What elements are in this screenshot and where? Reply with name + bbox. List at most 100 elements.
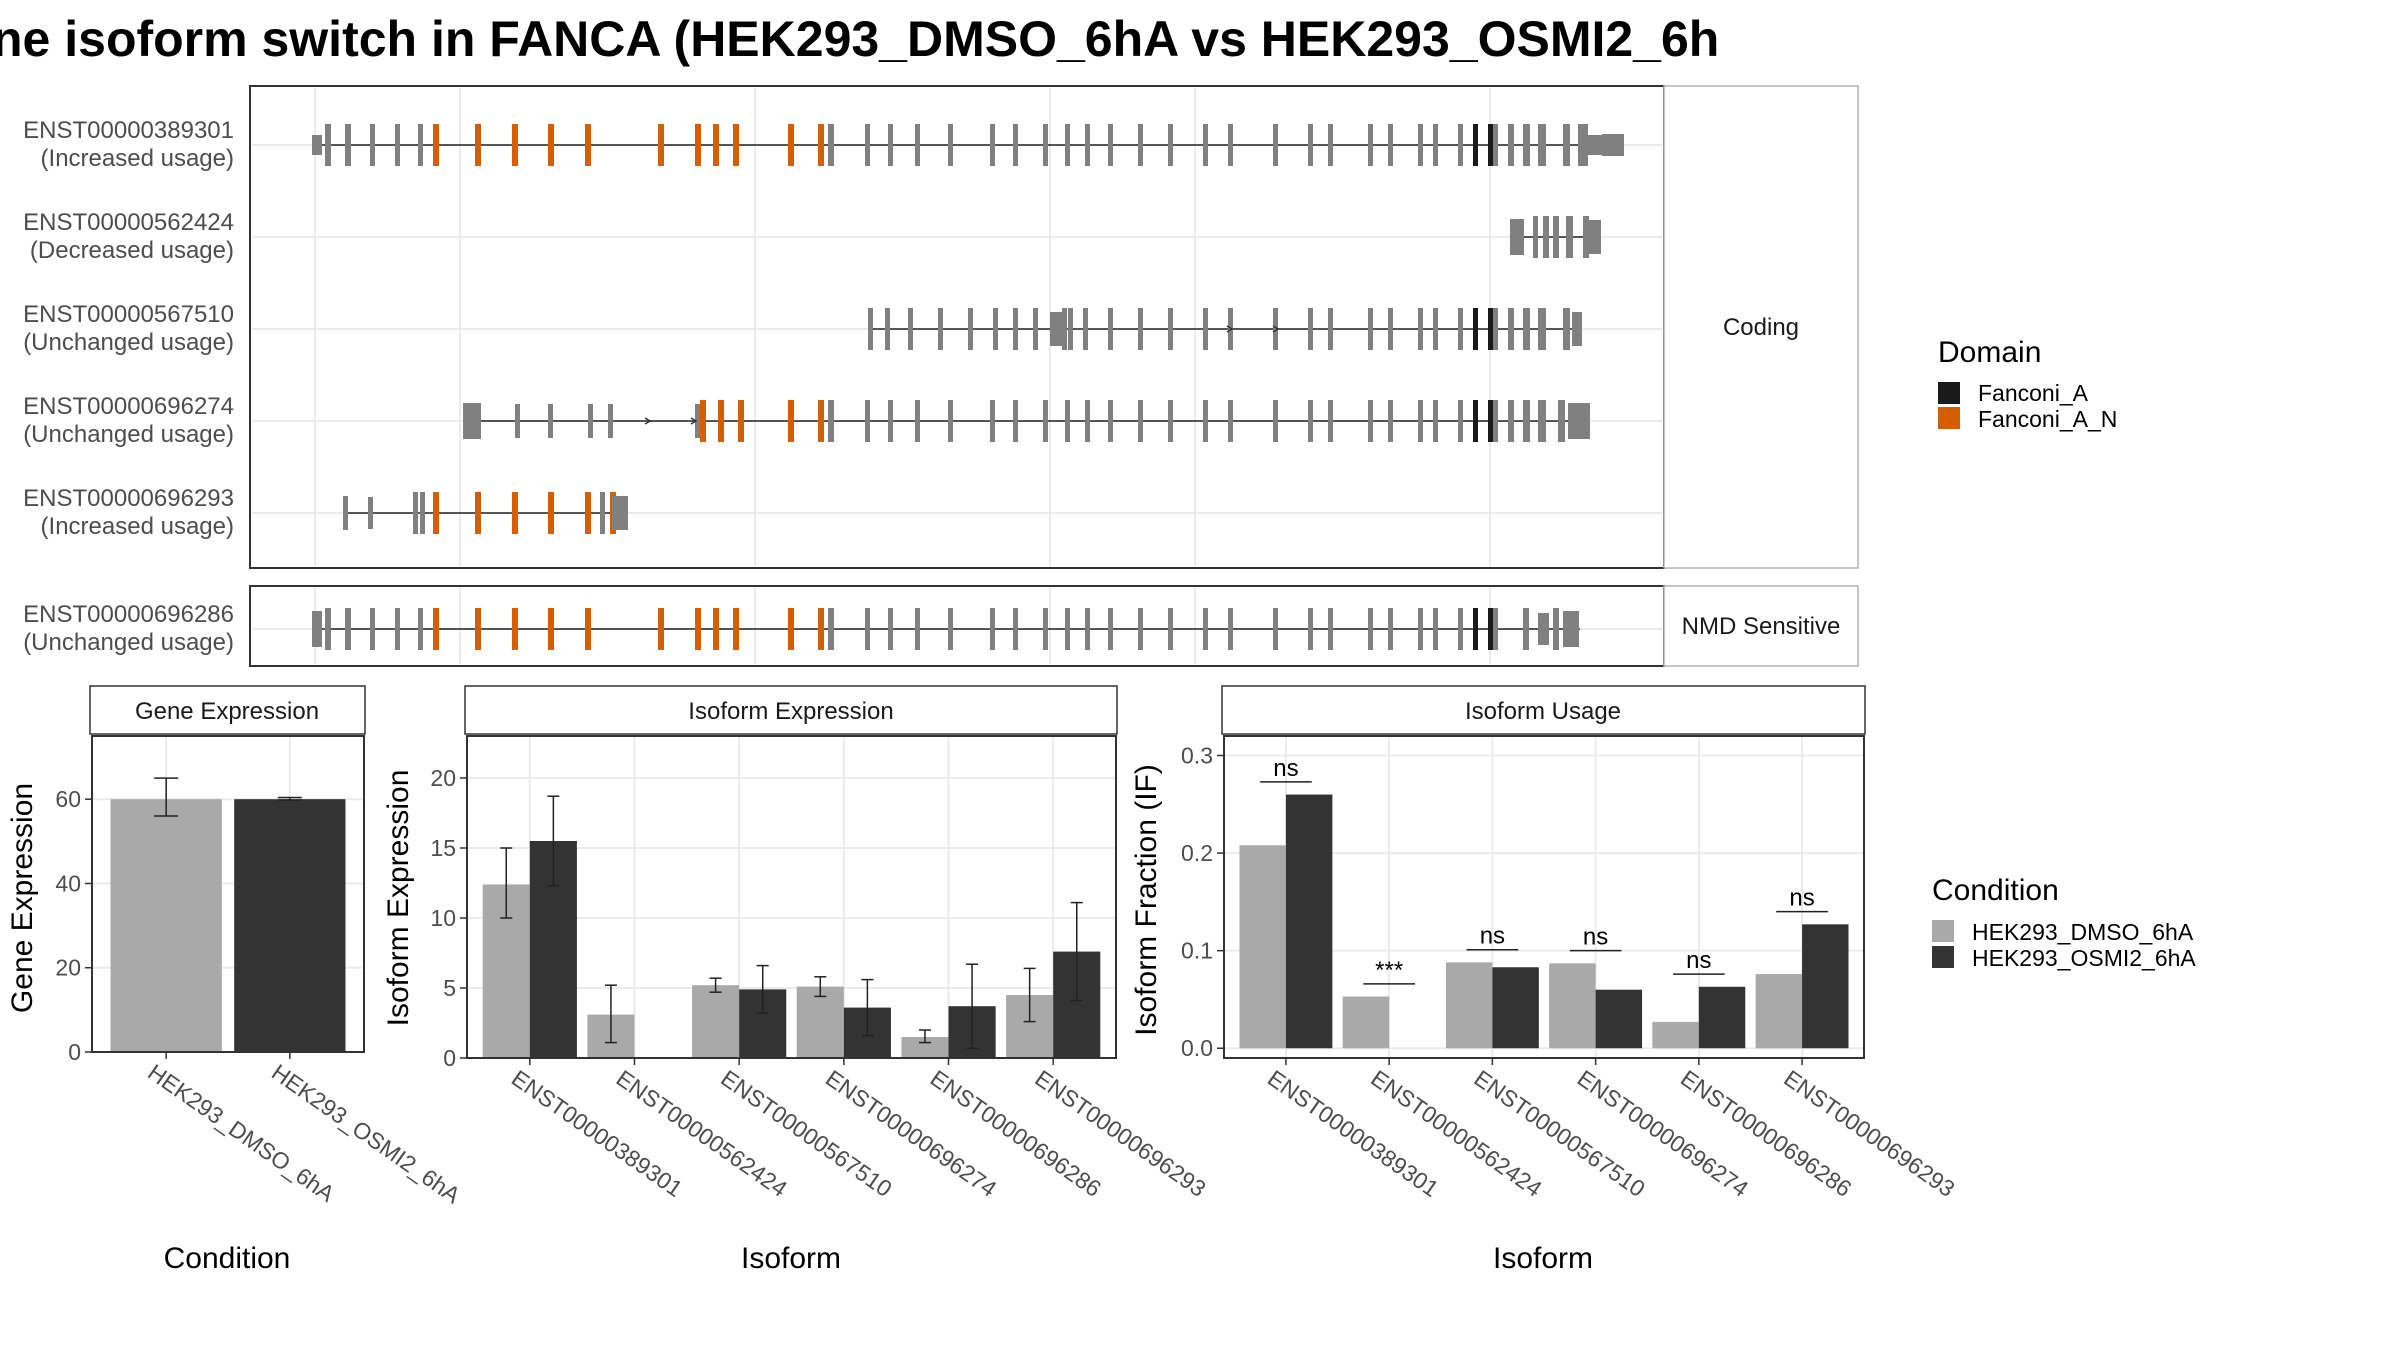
exon [1328,124,1333,166]
gene-y-axis-title: Gene Expression [6,783,39,1013]
bar [110,799,222,1052]
exon [938,308,943,350]
exon [1013,308,1018,350]
exon [695,404,700,438]
exon [1458,124,1463,166]
legend-label-osmi2: HEK293_OSMI2_6hA [1972,945,2196,971]
exon-fanconi-a-n [475,492,481,534]
exon [1085,400,1090,442]
exon [1510,219,1524,255]
exon [1508,400,1514,442]
exon-fanconi-a-n [788,608,794,650]
exon [1065,124,1070,166]
exon [1538,124,1546,166]
plot-border [91,735,365,1053]
exon [1273,400,1278,442]
exon [865,608,870,650]
exon [1538,400,1546,442]
exon [1168,124,1173,166]
exon [1203,124,1208,166]
exon [1308,308,1313,350]
exon-fanconi-a-n [788,400,794,442]
isousage-strip [1221,685,1866,735]
plot-border [466,735,1117,1059]
exon [418,608,423,650]
exon [420,492,425,534]
exon [1589,220,1601,254]
exon [1328,400,1333,442]
exon [312,611,322,647]
significance-label: ns [1480,923,1505,950]
exon [1013,124,1018,166]
x-tick-label: ENST00000696274 [1573,1065,1754,1202]
exon-fanconi-a-n [512,492,518,534]
y-tick-label: 10 [430,905,456,931]
structure-coding-panel-border [249,85,1665,569]
exon-fanconi-a-n [700,400,706,442]
row-label-id: ENST00000696286 [23,601,234,628]
exon-fanconi-a-n [718,400,724,442]
row-label-usage: (Unchanged usage) [23,421,234,448]
exon [1368,308,1373,350]
exon [828,400,834,442]
condition-legend-title: Condition [1932,874,2059,907]
isousage-strip-label: Isoform Usage [1465,698,1621,725]
x-tick-label: ENST00000389301 [1263,1065,1443,1202]
exon-fanconi-a-n [512,124,518,166]
exon [1068,308,1073,350]
exon [1368,124,1373,166]
exon [1493,608,1498,650]
strand-arrow [1226,325,1234,333]
exon [1563,124,1570,166]
exon [1602,134,1624,156]
exon [1273,608,1278,650]
significance-label: ns [1686,947,1711,974]
exon [1418,400,1423,442]
exon-fanconi-a-n [585,492,591,534]
plot-border [1223,735,1865,1059]
isoform-expression-panel: Isoform Expression Isoform Isoform Expre… [382,685,1211,1275]
structure-nmd-strip [1663,585,1859,667]
exon-fanconi-a-n [738,400,744,442]
x-tick-label: ENST00000696286 [1676,1065,1856,1202]
exon [990,400,995,442]
exon [608,404,613,438]
exon [1566,216,1573,258]
domain-legend-title: Domain [1938,336,2041,369]
exon [395,124,400,166]
exon [1508,124,1514,166]
exon [888,400,893,442]
bar [1342,996,1390,1049]
significance-label: ns [1273,755,1298,782]
exon [888,608,893,650]
isoexp-strip-label: Isoform Expression [688,698,893,725]
exon [865,124,870,166]
exon [1138,308,1143,350]
exon [888,124,893,166]
exon [1228,400,1233,442]
exon [395,608,400,650]
exon [1168,308,1173,350]
exon [1050,312,1062,346]
exon [1563,308,1570,350]
exon-fanconi-a-n [548,608,554,650]
exon [868,308,873,350]
exon [1065,400,1070,442]
exon [1433,400,1438,442]
exon [948,400,953,442]
exon [368,497,373,529]
exon [1203,308,1208,350]
significance-label: *** [1375,957,1403,984]
exon [1508,308,1514,350]
exon [1138,124,1143,166]
exon-fanconi-a-n [733,608,739,650]
isoform-structure-panel: Coding NMD Sensitive ENST00000389301 (In… [23,85,1859,667]
exon [1572,312,1582,346]
y-tick-label: 5 [443,975,456,1001]
exon [413,492,418,534]
exon [1168,608,1173,650]
row-label-id: ENST00000562424 [23,209,234,236]
isoexp-strip [464,685,1118,735]
exon [1203,608,1208,650]
x-tick-label: ENST00000696274 [821,1065,1002,1202]
